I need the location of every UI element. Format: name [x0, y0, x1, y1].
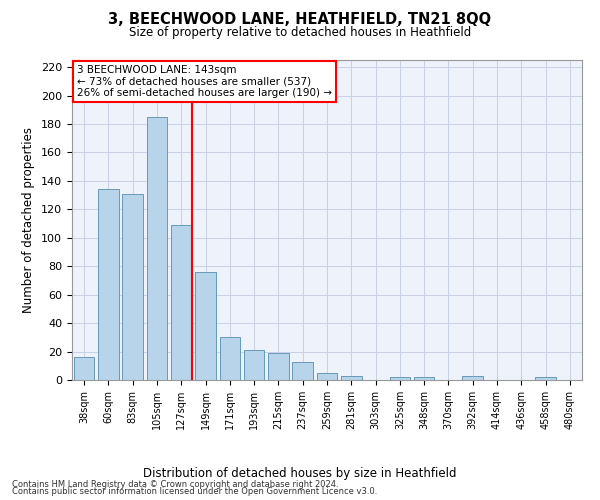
Text: 3, BEECHWOOD LANE, HEATHFIELD, TN21 8QQ: 3, BEECHWOOD LANE, HEATHFIELD, TN21 8QQ: [109, 12, 491, 28]
Bar: [389, 377, 410, 380]
Text: 3 BEECHWOOD LANE: 143sqm
← 73% of detached houses are smaller (537)
26% of semi-: 3 BEECHWOOD LANE: 143sqm ← 73% of detach…: [77, 65, 332, 98]
Bar: [535, 377, 556, 380]
Bar: [414, 377, 434, 380]
Text: Contains HM Land Registry data © Crown copyright and database right 2024.: Contains HM Land Registry data © Crown c…: [12, 480, 338, 489]
Y-axis label: Number of detached properties: Number of detached properties: [22, 127, 35, 313]
Text: Distribution of detached houses by size in Heathfield: Distribution of detached houses by size …: [143, 467, 457, 480]
Bar: [146, 117, 167, 380]
Bar: [98, 190, 119, 380]
Bar: [171, 225, 191, 380]
Text: Size of property relative to detached houses in Heathfield: Size of property relative to detached ho…: [129, 26, 471, 39]
Bar: [463, 376, 483, 380]
Bar: [74, 357, 94, 380]
Bar: [268, 353, 289, 380]
Text: Contains public sector information licensed under the Open Government Licence v3: Contains public sector information licen…: [12, 487, 377, 496]
Bar: [220, 338, 240, 380]
Bar: [341, 376, 362, 380]
Bar: [244, 350, 265, 380]
Bar: [292, 362, 313, 380]
Bar: [317, 373, 337, 380]
Bar: [195, 272, 216, 380]
Bar: [122, 194, 143, 380]
